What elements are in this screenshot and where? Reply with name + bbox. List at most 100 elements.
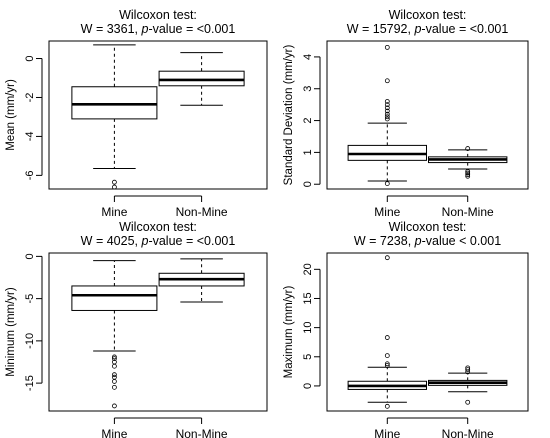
y-tick-label: 5 xyxy=(302,354,314,360)
box-non-mine xyxy=(428,365,508,405)
stat-prefix: W = xyxy=(81,22,107,36)
chart-subtitle: W = 4025, p-value = <0.001 xyxy=(81,234,236,248)
outlier-point xyxy=(112,374,117,380)
stat-value: 15792 xyxy=(373,22,408,36)
y-tick-label: -6 xyxy=(24,170,36,180)
y-tick-label: 10 xyxy=(302,322,314,334)
pvalue-text: -value = <0.001 xyxy=(148,234,235,248)
stat-prefix: W = xyxy=(354,234,380,248)
pvalue-text: -value = <0.001 xyxy=(148,22,235,36)
y-axis-label: Minimum (mm/yr) xyxy=(5,287,17,377)
outlier-point xyxy=(384,108,390,114)
outlier-point xyxy=(112,372,117,378)
y-tick-label: -5 xyxy=(24,294,36,304)
stat-value: 7238 xyxy=(380,234,408,248)
chart-title: Wilcoxon test: xyxy=(389,8,467,22)
chart-subtitle: W = 7238, p-value < 0.001 xyxy=(354,234,501,248)
outlier-point xyxy=(112,354,117,360)
stat-separator: , xyxy=(408,234,415,248)
stat-separator: , xyxy=(135,22,142,36)
pvalue-text: -value = <0.001 xyxy=(421,22,508,36)
stat-separator: , xyxy=(408,22,415,36)
outlier-point xyxy=(384,403,390,409)
box-mine xyxy=(71,260,158,409)
y-tick-label: 1 xyxy=(302,149,314,155)
panel-1: Wilcoxon test:W = 3361, p-value = <0.001… xyxy=(5,8,268,219)
pvalue-label: p xyxy=(140,22,148,36)
outlier-point xyxy=(465,169,471,174)
y-tick-label: 2 xyxy=(302,118,314,124)
outlier-point xyxy=(384,335,390,340)
panel-3: Wilcoxon test:W = 4025, p-value = <0.001… xyxy=(5,220,268,438)
outlier-point xyxy=(384,44,390,50)
y-tick-label: 15 xyxy=(302,292,314,304)
outlier-point xyxy=(384,111,390,117)
outlier-point xyxy=(384,255,390,261)
chart-subtitle: W = 3361, p-value = <0.001 xyxy=(81,22,236,36)
y-tick-label: 0 xyxy=(302,383,314,389)
y-tick-label: 0 xyxy=(302,181,314,187)
outlier-point xyxy=(384,99,390,104)
outlier-point xyxy=(465,146,471,151)
stat-prefix: W = xyxy=(347,22,373,36)
chart-title: Wilcoxon test: xyxy=(119,220,197,234)
stat-value: 4025 xyxy=(107,234,135,248)
x-tick-label: Non-Mine xyxy=(442,205,494,219)
outlier-point xyxy=(384,353,390,359)
box-mine xyxy=(347,255,427,409)
outlier-point xyxy=(112,184,117,190)
outlier-point xyxy=(112,379,117,384)
outlier-point xyxy=(112,356,117,362)
pvalue-label: p xyxy=(413,22,421,36)
outlier-point xyxy=(465,173,471,179)
pvalue-text: -value < 0.001 xyxy=(422,234,502,248)
stat-separator: , xyxy=(135,234,142,248)
y-tick-label: 3 xyxy=(302,86,314,92)
x-tick-label: Non-Mine xyxy=(442,427,494,438)
x-tick-label: Non-Mine xyxy=(176,427,228,438)
outlier-point xyxy=(112,384,117,390)
panel-2: Wilcoxon test:W = 15792, p-value = <0.00… xyxy=(283,8,529,219)
outlier-point xyxy=(384,105,390,111)
x-tick-label: Mine xyxy=(374,205,400,219)
outlier-point xyxy=(384,361,390,367)
outlier-point xyxy=(384,102,390,108)
outlier-point xyxy=(384,78,390,84)
stat-value: 3361 xyxy=(107,22,135,36)
y-tick-label: -4 xyxy=(24,132,36,142)
y-tick-label: 0 xyxy=(24,55,36,61)
y-tick-label: 4 xyxy=(302,54,314,60)
x-tick-label: Non-Mine xyxy=(176,205,228,219)
y-tick-label: -2 xyxy=(24,93,36,103)
outlier-point xyxy=(384,363,390,368)
chart-title: Wilcoxon test: xyxy=(119,8,197,22)
plot-frame xyxy=(326,252,529,412)
panel-4: Wilcoxon test:W = 7238, p-value < 0.0010… xyxy=(283,220,529,438)
outlier-point xyxy=(465,399,471,405)
y-tick-label: -15 xyxy=(24,375,36,391)
outlier-point xyxy=(384,181,390,186)
outlier-point xyxy=(112,363,117,369)
plot-frame xyxy=(48,252,268,412)
y-tick-label: -10 xyxy=(24,333,36,349)
y-tick-label: 20 xyxy=(302,263,314,275)
chart-title: Wilcoxon test: xyxy=(389,220,467,234)
x-tick-label: Mine xyxy=(374,427,400,438)
stat-prefix: W = xyxy=(81,234,107,248)
pvalue-label: p xyxy=(414,234,422,248)
plot-frame xyxy=(326,40,529,190)
outlier-point xyxy=(465,365,471,371)
outlier-point xyxy=(465,170,471,176)
x-tick-label: Mine xyxy=(101,427,127,438)
box-mine xyxy=(71,44,158,190)
outlier-point xyxy=(112,179,117,185)
box-non-mine xyxy=(158,52,245,106)
chart-subtitle: W = 15792, p-value = <0.001 xyxy=(347,22,509,36)
box-non-mine xyxy=(428,146,508,179)
x-tick-label: Mine xyxy=(101,205,127,219)
outlier-point xyxy=(112,403,117,409)
y-tick-label: 0 xyxy=(24,253,36,259)
outlier-point xyxy=(465,367,471,373)
outlier-point xyxy=(384,114,390,120)
